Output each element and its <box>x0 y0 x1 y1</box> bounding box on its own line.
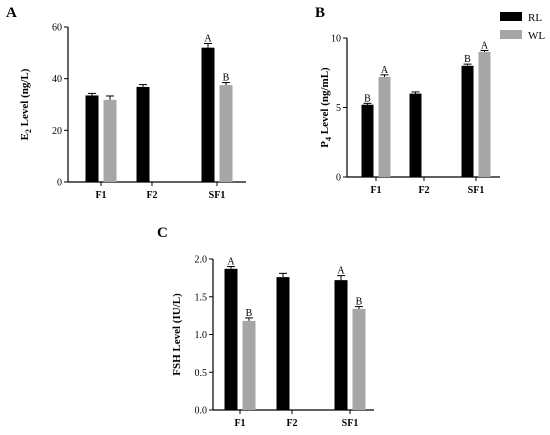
bar-wl <box>242 320 256 410</box>
bar-rl <box>85 95 99 182</box>
significance-label: A <box>227 257 235 268</box>
bar-wl <box>103 99 117 182</box>
x-category-label: F2 <box>286 418 297 429</box>
panel-letter: C <box>157 225 168 241</box>
bar-wl <box>378 76 391 177</box>
panel-c-fsh-chart: C 0.0 0.5 1.0 1.5 2.0 FSH Level (IU/L) F1 F2 SF1 A… <box>157 225 374 429</box>
significance-label: A <box>381 65 389 76</box>
y-axis-title-main: FSH Level (IU/L) <box>171 293 183 376</box>
legend: RL WL <box>500 12 545 42</box>
x-category-label: SF1 <box>209 190 226 201</box>
y-tick-label: 40 <box>52 74 62 85</box>
significance-label: A <box>337 266 345 277</box>
legend-swatch-rl <box>500 12 522 21</box>
y-axis-title-main: E <box>19 133 31 140</box>
significance-label: B <box>364 93 371 104</box>
y-tick-label: 2.0 <box>195 255 208 266</box>
bar-rl <box>334 280 348 410</box>
bar-rl <box>201 47 215 182</box>
x-category-label: F1 <box>95 190 106 201</box>
y-axis-title-rest: Level (ng/L) <box>19 68 31 129</box>
y-tick-label: 20 <box>52 126 62 137</box>
legend-swatch-wl <box>500 30 522 39</box>
panel-a-e2-chart: A 0 20 40 60 E2 Level (ng/L) F1 F2 SF1 A B <box>6 5 246 201</box>
bar-rl <box>276 277 290 410</box>
x-category-label: SF1 <box>468 185 485 196</box>
bar-rl <box>136 86 150 182</box>
bar-rl <box>461 65 474 177</box>
y-tick-label: 0.5 <box>195 368 208 379</box>
x-category-label: F1 <box>234 418 245 429</box>
y-axis-title: P4 Level (ng/mL) <box>319 67 333 148</box>
significance-label: B <box>464 54 471 65</box>
y-tick-label: 1.5 <box>195 292 208 303</box>
bar-rl <box>409 93 422 177</box>
y-axis-title: E2 Level (ng/L) <box>19 68 33 140</box>
y-axis-title: FSH Level (IU/L) <box>171 293 183 376</box>
legend-label-rl: RL <box>528 12 542 24</box>
y-tick-label: 60 <box>52 23 62 34</box>
significance-label: B <box>356 297 363 308</box>
y-tick-label: 1.0 <box>195 330 208 341</box>
y-axis-title-main: P <box>319 141 331 148</box>
y-tick-label: 0 <box>57 178 62 189</box>
significance-label: A <box>204 34 212 45</box>
y-tick-label: 0 <box>336 173 341 184</box>
significance-label: A <box>481 41 489 52</box>
bar-rl <box>361 104 374 177</box>
x-category-label: F1 <box>370 185 381 196</box>
legend-label-wl: WL <box>528 30 545 42</box>
y-axis-title-subscript: 4 <box>324 137 333 141</box>
x-category-label: F2 <box>146 190 157 201</box>
bar-rl <box>224 268 238 410</box>
y-axis-title-subscript: 2 <box>24 129 33 133</box>
panel-letter: B <box>315 5 325 21</box>
x-category-label: F2 <box>418 185 429 196</box>
y-tick-label: 10 <box>331 34 341 45</box>
y-tick-label: 5 <box>336 103 341 114</box>
bar-wl <box>219 85 233 182</box>
y-axis-title-rest: Level (ng/mL) <box>319 67 331 137</box>
x-category-label: SF1 <box>342 418 359 429</box>
y-tick-label: 0.0 <box>195 406 208 417</box>
significance-label: B <box>223 73 230 84</box>
bar-wl <box>352 308 366 410</box>
significance-label: B <box>246 308 253 319</box>
panel-letter: A <box>6 5 17 21</box>
bar-wl <box>478 51 491 177</box>
